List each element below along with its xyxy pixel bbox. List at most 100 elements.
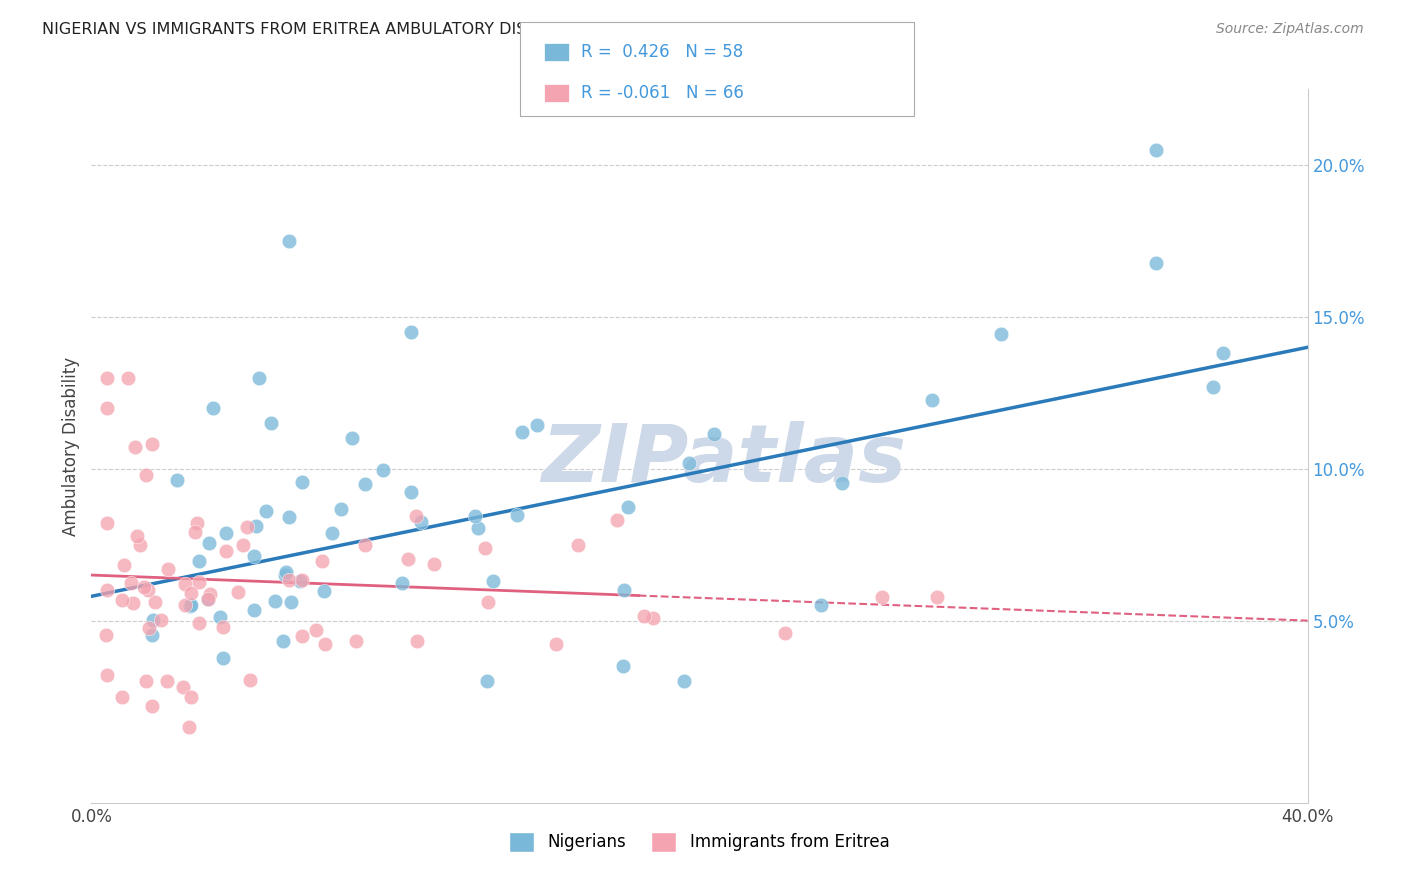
Point — [406, 633, 429, 648]
Point — [179, 599, 201, 613]
Point — [96, 401, 118, 415]
Text: ZIPatlas: ZIPatlas — [541, 421, 907, 500]
Point — [260, 417, 283, 431]
Point — [280, 594, 302, 608]
Point — [198, 536, 221, 550]
Point — [371, 463, 394, 477]
Point — [354, 477, 377, 491]
Point — [567, 538, 589, 552]
Point — [673, 674, 696, 689]
Point — [330, 501, 353, 516]
Point — [314, 637, 336, 651]
Point — [506, 508, 529, 523]
Point — [405, 509, 427, 524]
Point — [274, 568, 297, 582]
Point — [271, 634, 294, 648]
Point — [150, 614, 173, 628]
Point — [1202, 380, 1225, 394]
Point — [135, 467, 157, 482]
Point — [990, 326, 1012, 341]
Point — [135, 674, 157, 689]
Point — [208, 609, 231, 624]
Point — [678, 456, 700, 470]
Point — [925, 590, 948, 604]
Point — [291, 574, 314, 588]
Point — [641, 610, 664, 624]
Point — [481, 574, 503, 588]
Point — [197, 592, 219, 607]
Point — [186, 516, 208, 531]
Point — [399, 485, 422, 500]
Point — [391, 575, 413, 590]
Point — [409, 515, 432, 529]
Point — [278, 234, 301, 248]
Point — [1144, 256, 1167, 270]
Point — [112, 558, 135, 572]
Point — [274, 565, 297, 579]
Point — [180, 586, 202, 600]
Point — [291, 475, 314, 490]
Point — [304, 623, 326, 637]
Point — [96, 516, 118, 531]
Point — [141, 628, 163, 642]
Point — [239, 673, 262, 688]
Text: NIGERIAN VS IMMIGRANTS FROM ERITREA AMBULATORY DISABILITY CORRELATION CHART: NIGERIAN VS IMMIGRANTS FROM ERITREA AMBU… — [42, 22, 765, 37]
Point — [263, 593, 285, 607]
Point — [202, 401, 225, 415]
Point — [180, 690, 202, 704]
Point — [157, 561, 180, 575]
Point — [612, 659, 634, 673]
Point — [526, 418, 548, 433]
Point — [616, 500, 638, 514]
Point — [174, 576, 197, 591]
Point — [245, 518, 267, 533]
Point — [141, 437, 163, 451]
Point — [214, 544, 236, 558]
Point — [278, 574, 301, 588]
Point — [156, 674, 179, 689]
Point — [177, 720, 200, 734]
Text: R = -0.061   N = 66: R = -0.061 N = 66 — [581, 84, 744, 102]
Point — [117, 370, 139, 384]
Point — [215, 525, 238, 540]
Point — [872, 590, 894, 604]
Point — [184, 524, 207, 539]
Point — [111, 592, 134, 607]
Point — [464, 509, 486, 524]
Point — [831, 475, 853, 490]
Point — [467, 521, 489, 535]
Point — [703, 426, 725, 441]
Point — [773, 625, 796, 640]
Point — [188, 575, 211, 590]
Point — [96, 582, 118, 597]
Point — [243, 549, 266, 563]
Point — [180, 598, 202, 612]
Point — [200, 586, 222, 600]
Point — [291, 628, 314, 642]
Point — [613, 582, 636, 597]
Point — [172, 681, 194, 695]
Point — [278, 509, 301, 524]
Y-axis label: Ambulatory Disability: Ambulatory Disability — [62, 357, 80, 535]
Point — [546, 637, 568, 651]
Point — [226, 585, 249, 599]
Point — [321, 526, 343, 541]
Point — [1144, 143, 1167, 157]
Point — [128, 538, 150, 552]
Point — [142, 613, 165, 627]
Text: R =  0.426   N = 58: R = 0.426 N = 58 — [581, 43, 742, 62]
Point — [94, 628, 117, 642]
Point — [120, 575, 142, 590]
Point — [921, 392, 943, 407]
Point — [477, 595, 499, 609]
Legend: Nigerians, Immigrants from Eritrea: Nigerians, Immigrants from Eritrea — [503, 825, 896, 859]
Point — [236, 520, 259, 534]
Point — [243, 602, 266, 616]
Point — [633, 609, 655, 624]
Point — [111, 690, 134, 704]
Point — [512, 425, 534, 440]
Point — [232, 538, 254, 552]
Point — [96, 370, 118, 384]
Point — [810, 599, 832, 613]
Point — [342, 431, 364, 445]
